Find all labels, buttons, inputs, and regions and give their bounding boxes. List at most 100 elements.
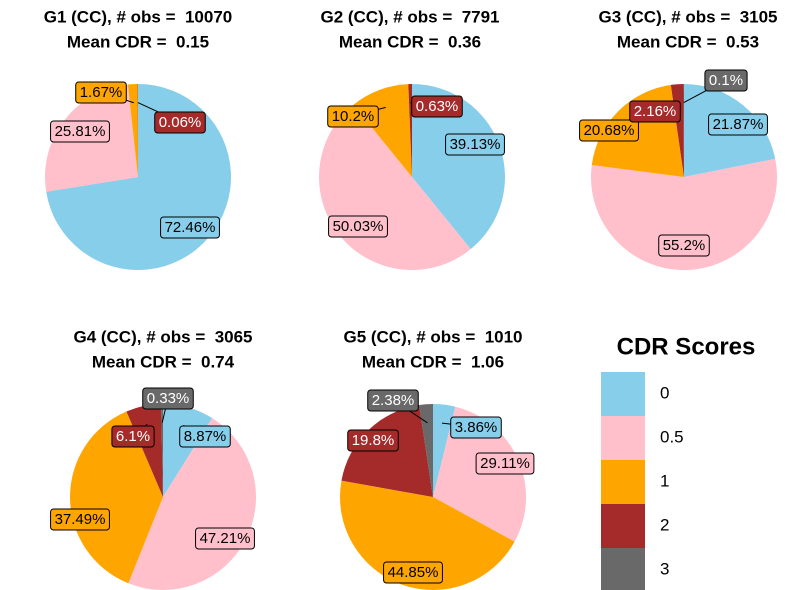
label-text: 0.63% [416,98,459,115]
pie-slice [412,84,506,250]
label-box [327,105,379,128]
data-label: 10.2% [327,105,379,128]
label-box [658,234,710,257]
label-text: 37.49% [55,511,106,528]
label-text: 2.16% [634,103,677,120]
label-text: 21.87% [713,116,764,133]
data-label: 47.21% [195,527,255,550]
data-label: 2.16% [629,100,681,123]
legend-label: 3 [660,559,669,578]
data-label: 8.87% [179,425,231,448]
data-label: 0.63% [411,95,463,118]
data-label: 3.86% [450,416,502,439]
label-text: 72.46% [165,219,216,236]
pie-slice [408,84,412,177]
pie-slice [433,404,456,497]
pie-slice [683,84,684,177]
data-label: 37.49% [50,508,110,531]
label-box [50,120,110,143]
label-box [450,416,502,439]
data-label: 29.11% [475,452,535,475]
label-text: 47.21% [200,530,251,547]
pie-slice [591,158,777,270]
data-label: 39.13% [445,133,505,156]
label-text: 29.11% [480,455,530,472]
label-text: 25.81% [55,123,106,140]
legend-label: 0.5 [660,427,684,446]
label-text: 0.06% [159,114,202,131]
chart-title: G1 (CC), # obs = 10070 [44,7,233,26]
legend-key [601,548,645,590]
label-text: 50.03% [333,218,384,235]
label-text: 0.33% [147,390,190,407]
legend-key [601,416,645,460]
chart-subtitle: Mean CDR = 0.15 [67,32,209,51]
pie-slice [161,404,163,497]
data-label: 6.1% [111,425,155,448]
label-text: 3.86% [455,419,498,436]
chart-subtitle: Mean CDR = 0.74 [92,352,235,371]
pie-slice [127,84,138,177]
label-text: 2.38% [372,392,415,409]
data-label: 0.06% [154,111,206,134]
data-label: 50.03% [328,215,388,238]
chart-subtitle: Mean CDR = 0.53 [617,32,759,51]
label-box [708,113,768,136]
label-box [629,100,681,123]
data-label: 72.46% [160,216,220,239]
chart-title: G4 (CC), # obs = 3065 [73,327,252,346]
label-box [475,452,535,475]
label-box [445,133,505,156]
chart-title: G5 (CC), # obs = 1010 [343,327,522,346]
data-label: 19.8% [347,429,399,452]
chart-title: G2 (CC), # obs = 7791 [320,7,499,26]
label-text: 19.8% [352,432,395,449]
label-text: 20.68% [584,122,635,139]
label-text: 1.67% [80,84,123,101]
legend-title: CDR Scores [617,333,756,360]
label-box [50,508,110,531]
label-box [411,95,463,118]
data-label: 2.38% [367,389,419,412]
data-label: 21.87% [708,113,768,136]
label-box [383,561,443,584]
label-box [179,425,231,448]
legend-label: 0 [660,383,669,402]
pie-slice [419,404,433,497]
label-box [154,111,206,134]
legend-label: 2 [660,515,669,534]
label-box [347,429,399,452]
legend-key [601,504,645,548]
legend-key [601,460,645,504]
chart-subtitle: Mean CDR = 1.06 [362,352,504,371]
label-text: 8.87% [184,428,227,445]
label-box [579,119,639,142]
pie-slice [340,480,515,590]
chart-subtitle: Mean CDR = 0.36 [339,32,481,51]
label-text: 10.2% [332,108,375,125]
label-box [704,69,748,92]
label-box [195,527,255,550]
label-text: 44.85% [388,564,439,581]
label-box [160,216,220,239]
chart-title: G3 (CC), # obs = 3105 [598,7,777,26]
pie-slice [69,411,163,584]
label-box [367,389,419,412]
label-box [142,387,194,410]
data-label: 25.81% [50,120,110,143]
label-text: 0.1% [709,72,743,89]
label-text: 39.13% [450,136,501,153]
legend-label: 1 [660,471,669,490]
data-label: 0.1% [704,69,748,92]
data-label: 55.2% [658,234,710,257]
data-label: 20.68% [579,119,639,142]
data-label: 0.33% [142,387,194,410]
legend-key [601,372,645,416]
label-text: 6.1% [116,428,150,445]
label-text: 55.2% [663,237,706,254]
label-box [328,215,388,238]
data-label: 1.67% [75,81,127,104]
data-label: 44.85% [383,561,443,584]
label-box [111,425,155,448]
